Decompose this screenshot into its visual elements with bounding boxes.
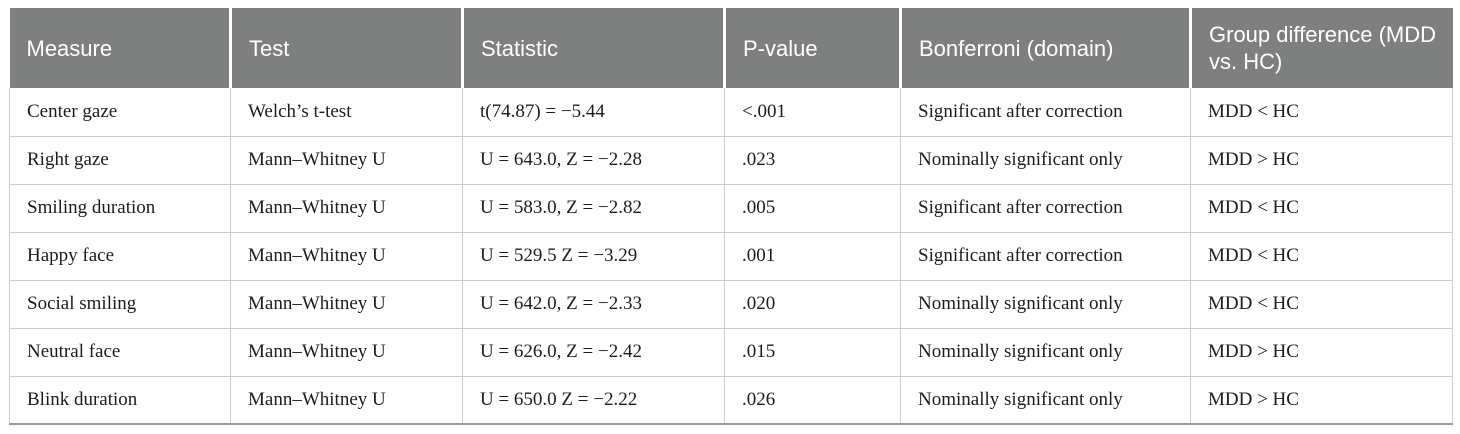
cell-group_difference: MDD > HC bbox=[1190, 375, 1453, 425]
cell-group_difference: MDD < HC bbox=[1190, 279, 1453, 328]
cell-test: Mann–Whitney U bbox=[230, 183, 463, 232]
results-table-container: Measure Test Statistic P-value Bonferroni (d… bbox=[9, 8, 1453, 425]
cell-statistic: U = 643.0, Z = −2.28 bbox=[462, 135, 725, 184]
cell-bonferroni: Nominally significant only bbox=[900, 135, 1191, 184]
cell-bonferroni: Significant after correction bbox=[900, 231, 1191, 280]
cell-statistic: U = 529.5 Z = −3.29 bbox=[462, 231, 725, 280]
cell-measure: Center gaze bbox=[9, 88, 231, 136]
cell-p_value: <.001 bbox=[724, 88, 901, 136]
cell-bonferroni: Significant after correction bbox=[900, 183, 1191, 232]
column-header-statistic: Statistic bbox=[461, 8, 725, 88]
cell-test: Welch’s t-test bbox=[230, 88, 463, 136]
cell-statistic: U = 650.0 Z = −2.22 bbox=[462, 375, 725, 425]
cell-test: Mann–Whitney U bbox=[230, 231, 463, 280]
column-header-measure: Measure bbox=[9, 8, 231, 88]
column-header-bonferroni: Bonferroni (domain) bbox=[899, 8, 1191, 88]
cell-group_difference: MDD > HC bbox=[1190, 327, 1453, 376]
cell-test: Mann–Whitney U bbox=[230, 135, 463, 184]
cell-statistic: t(74.87) = −5.44 bbox=[462, 88, 725, 136]
column-header-test: Test bbox=[229, 8, 463, 88]
cell-statistic: U = 642.0, Z = −2.33 bbox=[462, 279, 725, 328]
cell-measure: Social smiling bbox=[9, 279, 231, 328]
cell-p_value: .005 bbox=[724, 183, 901, 232]
cell-p_value: .026 bbox=[724, 375, 901, 425]
cell-group_difference: MDD < HC bbox=[1190, 88, 1453, 136]
cell-p_value: .023 bbox=[724, 135, 901, 184]
cell-statistic: U = 626.0, Z = −2.42 bbox=[462, 327, 725, 376]
cell-test: Mann–Whitney U bbox=[230, 375, 463, 425]
cell-group_difference: MDD > HC bbox=[1190, 135, 1453, 184]
cell-group_difference: MDD < HC bbox=[1190, 183, 1453, 232]
table-row: Center gaze Welch’s t-test t(74.87) = −5.4… bbox=[9, 88, 1453, 136]
table-header: Measure Test Statistic P-value Bonferroni (d… bbox=[9, 8, 1453, 88]
cell-bonferroni: Nominally significant only bbox=[900, 279, 1191, 328]
cell-bonferroni: Nominally significant only bbox=[900, 327, 1191, 376]
cell-p_value: .001 bbox=[724, 231, 901, 280]
table-header-row: Measure Test Statistic P-value Bonferroni (d… bbox=[9, 8, 1453, 88]
cell-p_value: .020 bbox=[724, 279, 901, 328]
cell-group_difference: MDD < HC bbox=[1190, 231, 1453, 280]
cell-measure: Right gaze bbox=[9, 135, 231, 184]
column-header-group_difference: Group difference (MDD vs. HC) bbox=[1189, 8, 1453, 88]
cell-p_value: .015 bbox=[724, 327, 901, 376]
cell-bonferroni: Nominally significant only bbox=[900, 375, 1191, 425]
cell-measure: Blink duration bbox=[9, 375, 231, 425]
cell-bonferroni: Significant after correction bbox=[900, 88, 1191, 136]
column-header-p_value: P-value bbox=[723, 8, 901, 88]
cell-measure: Smiling duration bbox=[9, 183, 231, 232]
cell-test: Mann–Whitney U bbox=[230, 327, 463, 376]
results-table: Measure Test Statistic P-value Bonferroni (d… bbox=[9, 8, 1453, 425]
cell-test: Mann–Whitney U bbox=[230, 279, 463, 328]
cell-measure: Happy face bbox=[9, 231, 231, 280]
cell-statistic: U = 583.0, Z = −2.82 bbox=[462, 183, 725, 232]
cell-measure: Neutral face bbox=[9, 327, 231, 376]
table-body: Center gaze Welch’s t-test t(74.87) = −5.4… bbox=[9, 88, 1453, 425]
